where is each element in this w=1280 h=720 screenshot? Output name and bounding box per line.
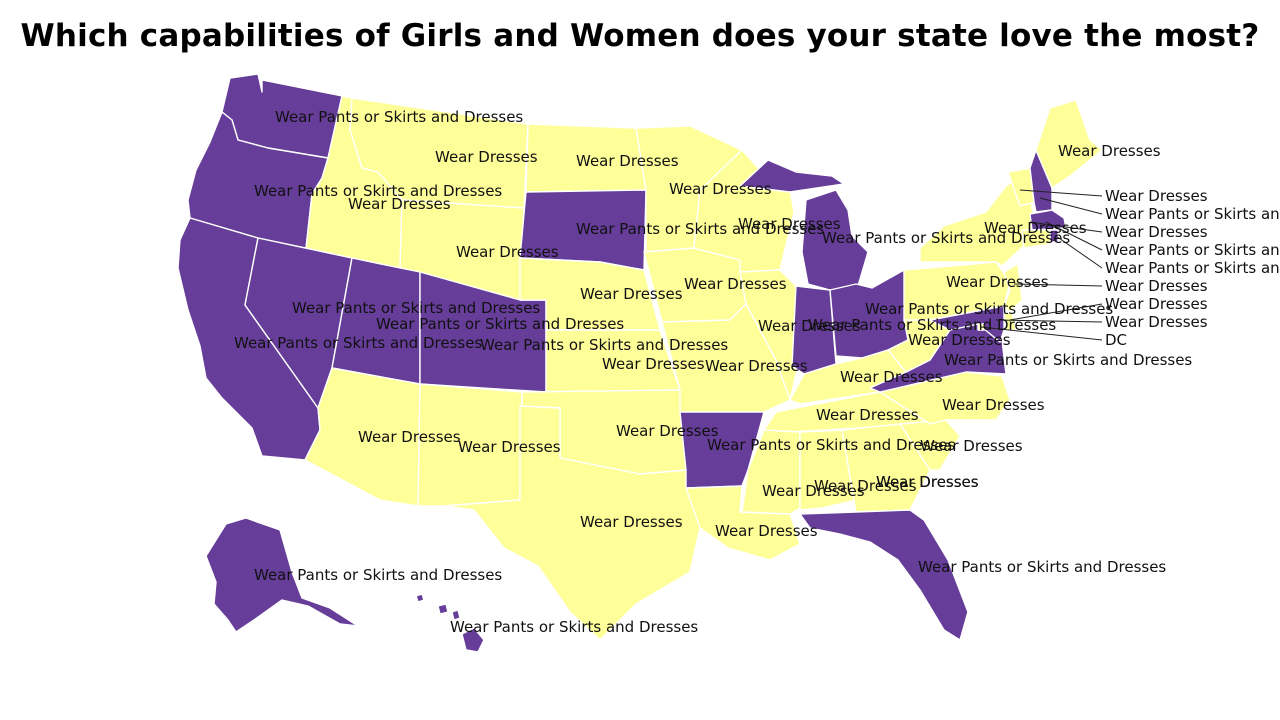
state-label-wi: Wear Dresses: [738, 215, 841, 233]
leader-line-nh: [1039, 197, 1103, 215]
state-label-ut: Wear Pants or Skirts and Dresses: [376, 315, 624, 333]
state-label-wv: Wear Dresses: [908, 331, 1011, 349]
state-label-ks: Wear Dresses: [602, 355, 705, 373]
leader-line-ri: [1055, 235, 1103, 269]
state-label-nm: Wear Dresses: [920, 437, 1023, 455]
state-label-ct: Wear Dresses: [984, 219, 1087, 237]
state-label-fl: Wear Pants or Skirts and Dresses: [918, 558, 1166, 576]
state-label-va: Wear Pants or Skirts and Dresses: [944, 351, 1192, 369]
state-label-ia: Wear Dresses: [684, 275, 787, 293]
states-layer: [177, 73, 1103, 653]
state-label-ky: Wear Dresses: [840, 368, 943, 386]
state-label-oh: Wear Pants or Skirts and Dresses: [865, 300, 1113, 318]
state-hi-part-1: [415, 593, 425, 603]
state-md: [929, 305, 1005, 343]
state-ga: [841, 423, 931, 513]
state-label-nv: Wear Pants or Skirts and Dresses: [292, 299, 540, 317]
state-label-al: Wear Dresses: [762, 482, 865, 500]
state-label-ri: Wear Pants or Skirts and Dresses: [1105, 259, 1280, 277]
state-label-mi: Wear Pants or Skirts and Dresses: [822, 229, 1070, 247]
state-hi-part-3: [451, 609, 461, 621]
leader-line-dc: [980, 326, 1103, 341]
state-label-az: Wear Dresses: [358, 428, 461, 446]
state-label-ny: Wear Dresses: [946, 273, 1049, 291]
leader-line-vt: [1019, 189, 1103, 197]
leader-line-md: [995, 319, 1103, 323]
state-me: [1035, 99, 1103, 189]
state-label-la2: Wear Dresses: [876, 473, 979, 491]
state-label-sd: Wear Pants or Skirts and Dresses: [576, 220, 824, 238]
state-label-hi: Wear Pants or Skirts and Dresses: [450, 618, 698, 636]
leader-line-nj: [1013, 283, 1103, 287]
state-ma: [1029, 209, 1067, 231]
label-leader-lines: [980, 189, 1103, 341]
state-label-co: Wear Pants or Skirts and Dresses: [480, 336, 728, 354]
state-hi-part-2: [437, 603, 449, 615]
state-label-wy: Wear Dresses: [456, 243, 559, 261]
state-label-vt: Wear Dresses: [1105, 187, 1208, 205]
state-label-ne: Wear Dresses: [580, 285, 683, 303]
state-label-nd: Wear Dresses: [576, 152, 679, 170]
map-title: Which capabilities of Girls and Women do…: [20, 18, 1260, 54]
state-label-pa: Wear Dresses: [1105, 223, 1208, 241]
state-tx: [443, 405, 701, 641]
state-de: [1003, 311, 1017, 331]
state-label-ak: Wear Pants or Skirts and Dresses: [254, 566, 502, 584]
state-il: [739, 269, 799, 401]
state-label-mo: Wear Dresses: [705, 357, 808, 375]
leader-line-ma: [1045, 221, 1103, 251]
state-label-me: Wear Dresses: [1058, 142, 1161, 160]
state-label-or: Wear Pants or Skirts and Dresses: [254, 182, 502, 200]
state-label-md: Wear Dresses: [1105, 313, 1208, 331]
state-label-nc: Wear Dresses: [942, 396, 1045, 414]
state-fl: [799, 509, 969, 641]
state-label-ms: Wear Pants or Skirts and Dresses: [707, 436, 955, 454]
state-la: [685, 485, 801, 561]
state-mi: [801, 189, 869, 291]
state-label-id: Wear Dresses: [348, 195, 451, 213]
state-label-tn: Wear Dresses: [816, 406, 919, 424]
state-label-de: Wear Dresses: [1105, 295, 1208, 313]
state-label-nh: Wear Pants or Skirts and Dresses: [1105, 205, 1280, 223]
state-label-ma: Wear Pants or Skirts and Dresses: [1105, 241, 1280, 259]
state-label-ga: Wear Dresses: [814, 477, 917, 495]
state-label-la: Wear Dresses: [580, 513, 683, 531]
state-hi: [461, 627, 485, 653]
state-label-in: Wear Dresses: [758, 317, 861, 335]
state-label-il: Wear Pants or Skirts and Dresses: [808, 316, 1056, 334]
state-label-ca: Wear Pants or Skirts and Dresses: [234, 334, 482, 352]
state-ak: [205, 517, 359, 633]
state-mi-up: [739, 159, 845, 193]
state-label-nj: Wear Dresses: [1105, 277, 1208, 295]
leader-line-de: [1009, 303, 1103, 321]
state-label-ok: Wear Dresses: [458, 438, 561, 456]
state-label-sc: Wear Dresses: [876, 473, 979, 491]
state-label-ar: Wear Dresses: [616, 422, 719, 440]
state-ct: [1021, 229, 1051, 249]
state-label-tx: Wear Dresses: [715, 522, 818, 540]
state-label-mi-up: Wear Dresses: [669, 180, 772, 198]
leader-line-pa: [1029, 221, 1103, 233]
state-label-mt: Wear Dresses: [435, 148, 538, 166]
state-label-wa: Wear Pants or Skirts and Dresses: [275, 108, 523, 126]
state-al: [799, 429, 857, 511]
state-label-dc: DC: [1105, 331, 1127, 349]
